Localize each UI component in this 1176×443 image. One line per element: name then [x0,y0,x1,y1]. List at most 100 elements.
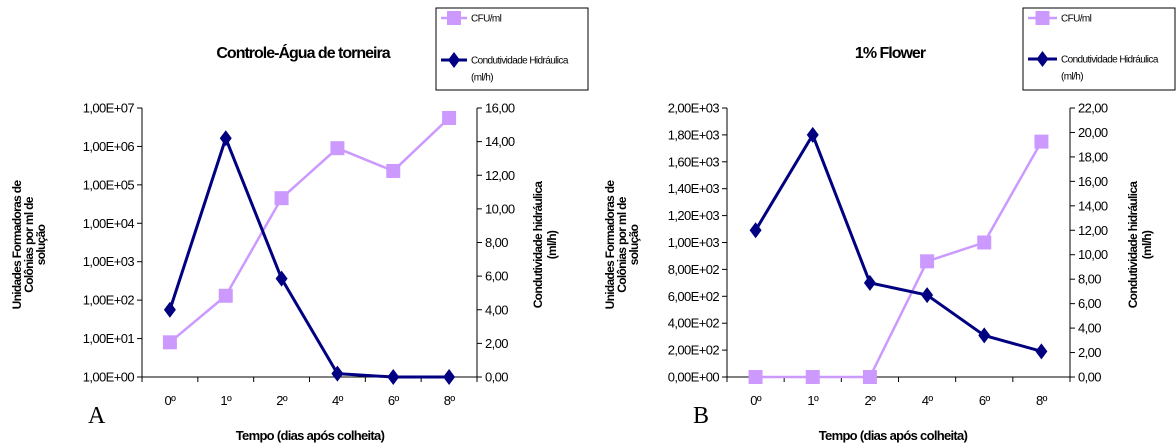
conductivity-data-point [331,365,344,382]
left-tick-label: 1,00E+01 [83,331,135,346]
cfu-data-point [330,141,345,156]
right-tick-label: 22,00 [1078,101,1108,116]
x-tick-label: 6º [979,393,991,408]
legend-conductivity-marker [448,52,460,68]
x-tick-label: 8º [1036,393,1048,408]
cfu-data-point [862,370,877,384]
left-axis-label: Colônias por ml de [22,196,36,292]
conductivity-data-point [978,327,991,344]
chart-b: 0,00E+00 2,00E+02 4,00E+02 6,00E+02 8,00E+02… [603,7,1176,443]
legend-conductivity-label: Condutividade Hidráulica [471,56,569,67]
left-tick-label: 1,00E+03 [83,254,135,269]
conductivity-data-point [219,130,232,147]
right-tick-label: 0,00 [1078,370,1101,385]
left-axis-label: Colônias por ml de [615,196,629,292]
x-tick-label: 1º [220,393,232,408]
cfu-data-point [386,163,401,178]
cfu-data-point [1034,134,1049,149]
right-tick-label: 6,00 [1078,296,1101,311]
right-tick-label: 2,00 [485,336,508,351]
left-tick-label: 4,00E+02 [668,316,720,331]
conductivity-data-point [163,301,176,318]
cfu-data-point [442,110,457,125]
chart-a: 1,00E+00 1,00E+01 1,00E+02 1,00E+03 1,00E+04… [10,7,589,443]
legend-box [435,7,589,91]
left-tick-label: 1,00E+00 [83,370,135,385]
legend-conductivity-unit: (ml/h) [1061,72,1083,83]
right-axis-label: (ml/h) [545,230,559,259]
right-tick-label: 14,00 [1078,198,1108,213]
legend-conductivity-marker [1036,51,1049,67]
right-tick-label: 2,00 [1078,345,1101,360]
cfu-data-point [977,235,992,250]
panel-label: B [693,403,709,429]
left-tick-label: 1,00E+03 [668,235,720,250]
left-tick-label: 1,80E+03 [668,127,720,142]
conductivity-data-point [275,270,288,287]
right-axis-label: Condutividade hidráulica [531,181,545,309]
x-tick-label: 0º [750,393,762,408]
left-axis-label: Unidades Formadoras de [603,180,617,310]
right-tick-label: 4,00 [485,302,508,317]
legend-cfu-label: CFU/ml [471,14,502,25]
cfu-data-point [748,370,763,384]
cfu-data-point [274,191,289,206]
right-tick-label: 10,00 [485,201,515,216]
cfu-data-point [162,335,177,350]
conductivity-data-point [387,369,400,385]
conductivity-series-line [754,133,1042,353]
right-tick-label: 8,00 [1078,272,1101,287]
right-tick-label: 20,00 [1078,125,1108,140]
left-tick-label: 2,00E+02 [668,343,720,358]
x-tick-label: 4º [332,393,344,408]
right-tick-label: 0,00 [485,370,508,385]
x-tick-label: 0º [165,393,177,408]
right-tick-label: 4,00 [1078,321,1101,336]
right-tick-label: 16,00 [485,101,515,116]
left-axis-label: Unidades Formadoras de [10,180,24,310]
left-tick-label: 1,00E+06 [83,139,135,154]
left-axis-label: solução [627,224,641,265]
cfu-series-line [755,141,1043,379]
chart-title: 1% Flower [855,45,926,62]
x-tick-label: 2º [865,393,877,408]
right-axis-label: (ml/h) [1140,230,1154,259]
cfu-data-point [805,370,820,384]
right-tick-label: 12,00 [485,168,515,183]
right-tick-label: 10,00 [1078,247,1108,262]
cfu-series-line [169,117,450,344]
legend-conductivity-unit: (ml/h) [471,73,493,84]
left-tick-label: 8,00E+02 [668,262,720,277]
left-tick-label: 1,00E+02 [83,293,135,308]
right-tick-label: 18,00 [1078,149,1108,164]
left-tick-label: 6,00E+02 [668,289,720,304]
left-axis-label: solução [34,224,48,265]
panel-label: A [88,403,106,429]
right-tick-label: 6,00 [485,269,508,284]
x-tick-label: 4º [922,393,934,408]
conductivity-data-point [806,126,819,143]
left-tick-label: 1,60E+03 [668,154,720,169]
left-tick-label: 1,20E+03 [668,208,720,223]
legend-cfu-label: CFU/ml [1061,14,1092,25]
x-tick-label: 2º [276,393,288,408]
left-tick-label: 1,40E+03 [668,181,720,196]
x-tick-label: 1º [807,393,819,408]
x-tick-label: 8º [444,393,456,408]
conductivity-data-point [863,274,876,291]
conductivity-data-point [443,369,456,385]
right-axis-label: Condutividade hidráulica [1126,181,1140,309]
conductivity-data-point [749,222,762,239]
legend-conductivity-label: Condutividade Hidráulica [1061,55,1159,66]
cfu-data-point [218,288,233,303]
legend-cfu-marker [1035,11,1050,25]
left-tick-label: 1,00E+04 [83,216,135,231]
left-tick-label: 0,00E+00 [668,370,720,385]
right-tick-label: 8,00 [485,235,508,250]
x-tick-label: 6º [388,393,400,408]
right-tick-label: 14,00 [485,134,515,149]
right-tick-label: 12,00 [1078,223,1108,238]
left-tick-label: 1,00E+05 [83,177,135,192]
conductivity-data-point [921,287,934,304]
